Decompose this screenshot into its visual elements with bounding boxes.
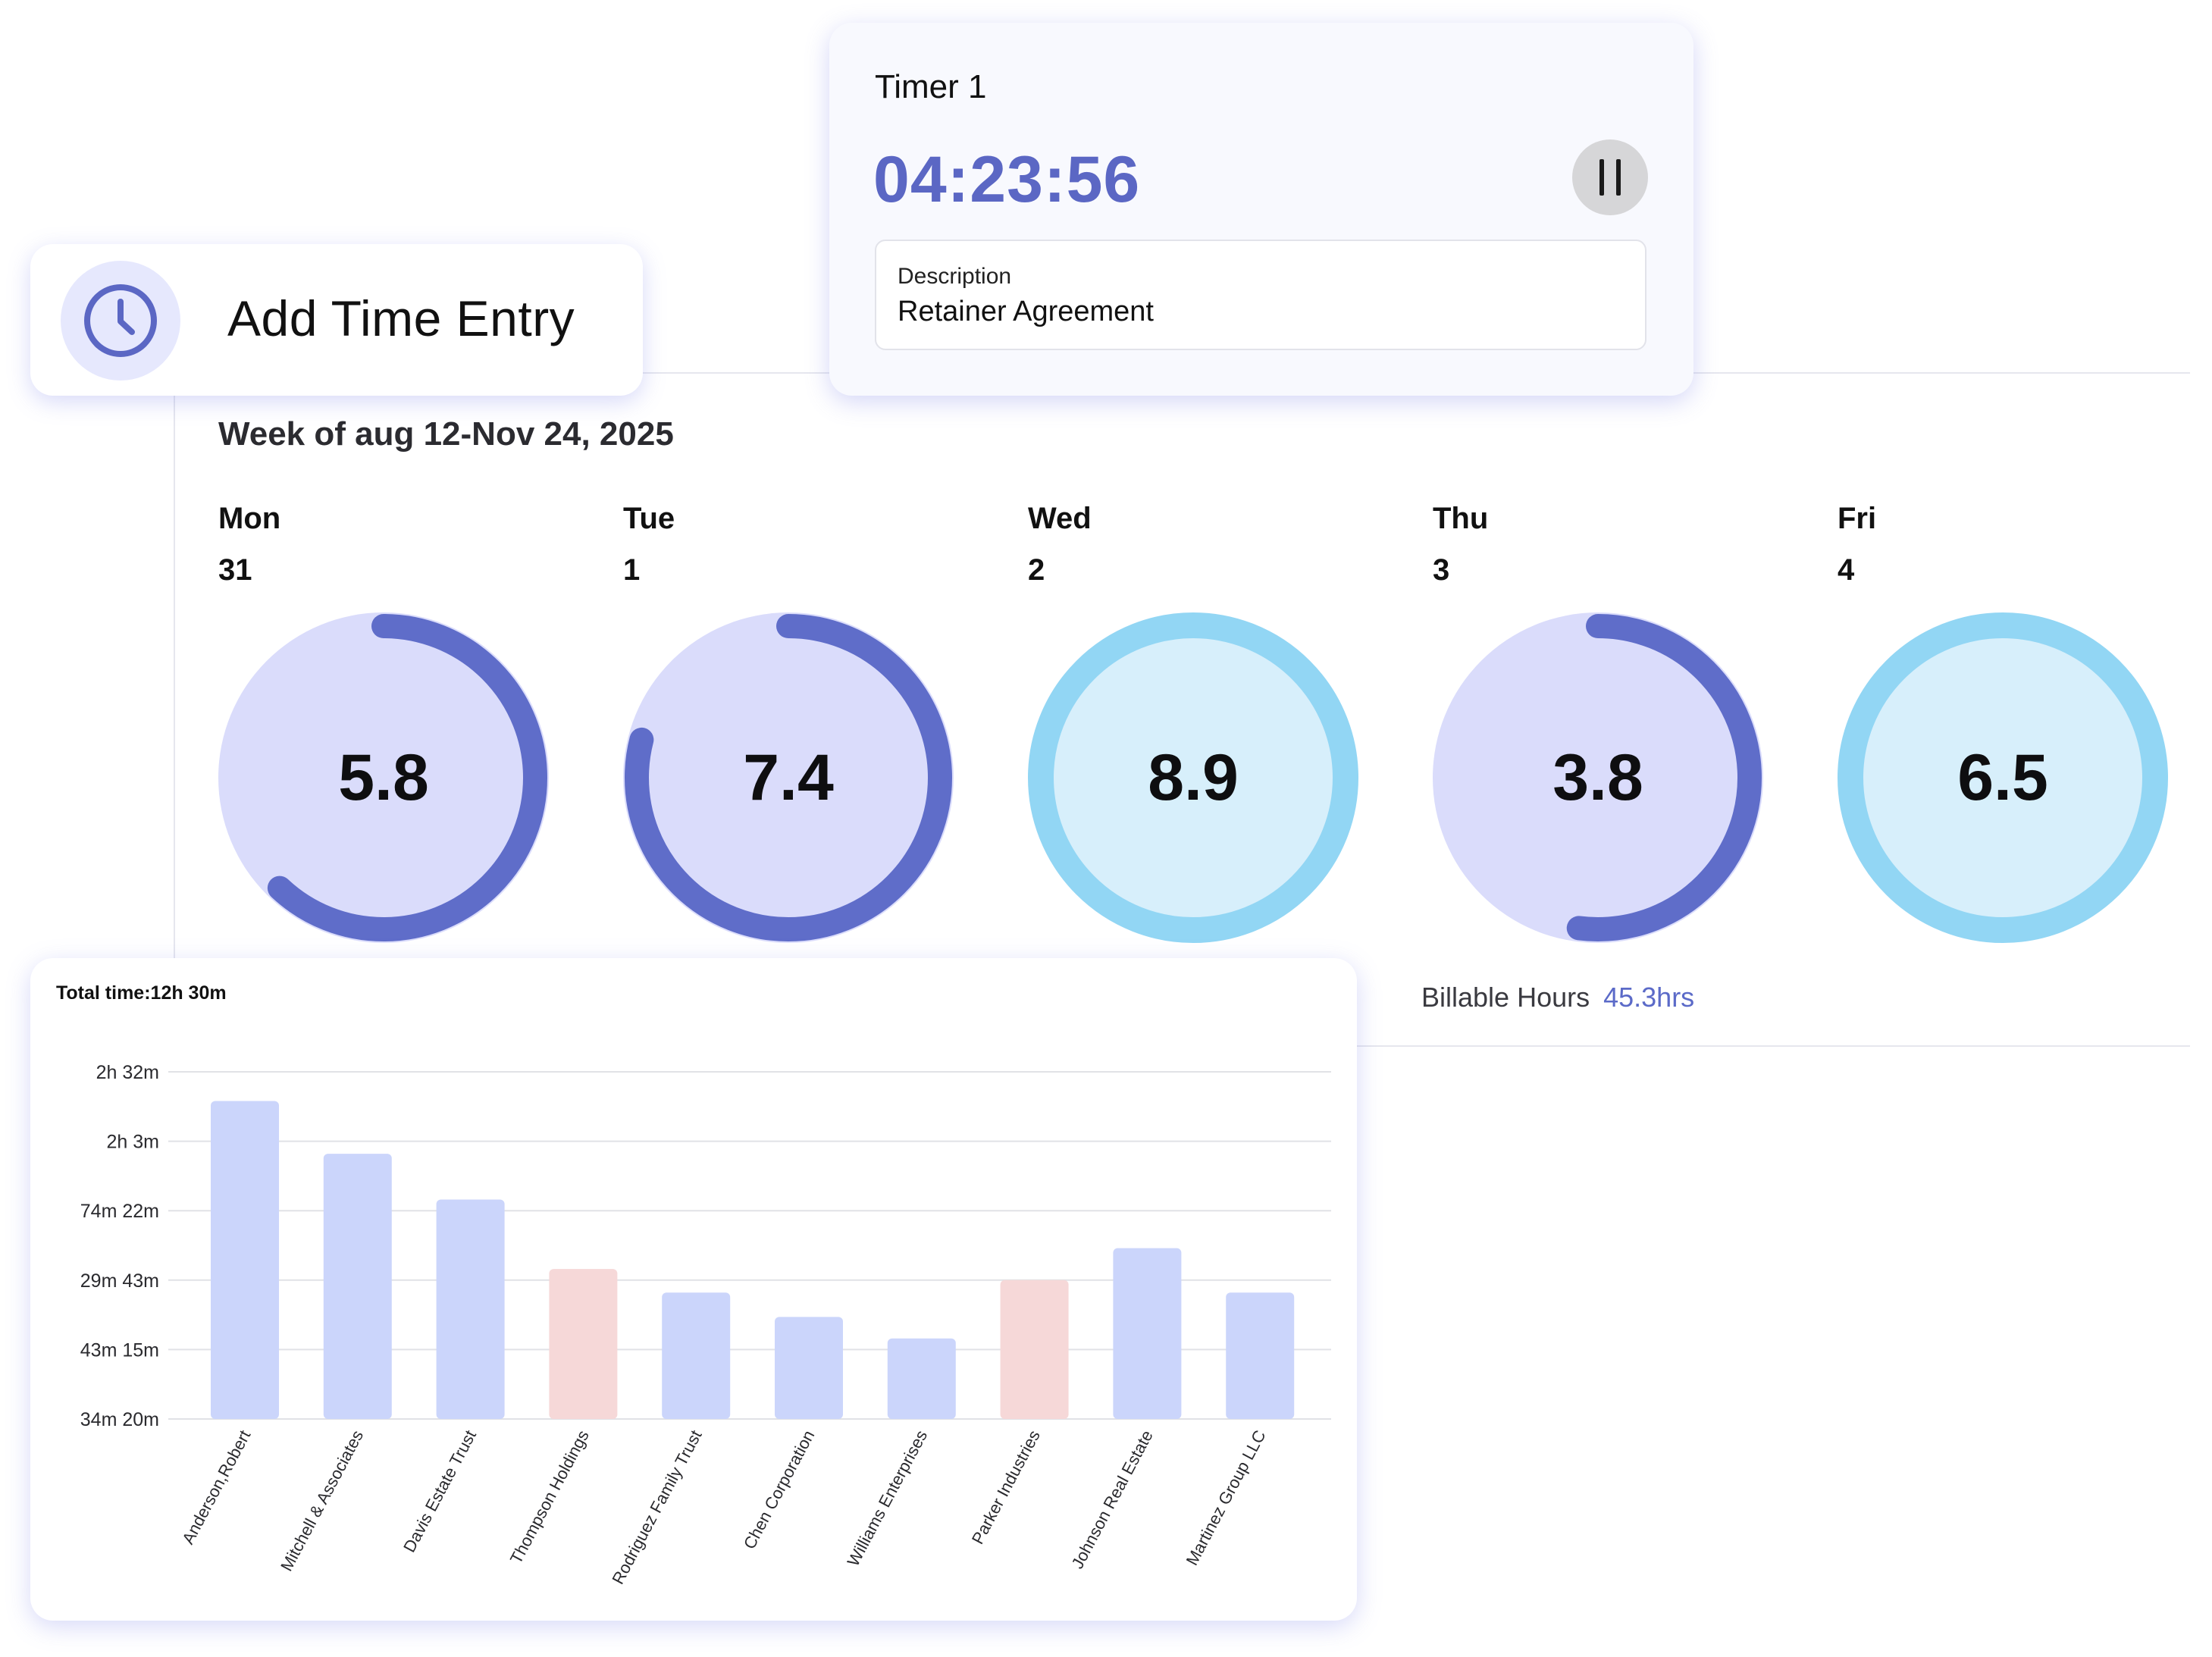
- day-hours-value: 5.8: [338, 741, 429, 814]
- ring-progress-arc: [625, 614, 952, 941]
- bar-8: [1113, 1248, 1182, 1419]
- day-date-tue: 1: [623, 553, 641, 587]
- day-name-thu: Thu: [1433, 502, 1489, 535]
- day-date-thu: 3: [1433, 553, 1450, 587]
- clock-icon: [61, 261, 180, 381]
- billable-hours: Billable Hours 45.3hrs: [1421, 982, 1694, 1013]
- bar-1: [323, 1154, 392, 1419]
- bar-7: [1000, 1280, 1069, 1419]
- day-hours-value: 3.8: [1552, 741, 1643, 814]
- x-tick-label: Mitchell & Associates: [277, 1427, 367, 1574]
- y-tick-label: 29m 43m: [80, 1270, 159, 1292]
- x-tick-label: Williams Enterprises: [844, 1427, 932, 1570]
- x-tick-label: Parker Industries: [968, 1427, 1044, 1548]
- day-ring-thu[interactable]: 3.8: [1433, 612, 1763, 943]
- timer-title: Timer 1: [875, 68, 987, 105]
- x-tick-label: Anderson,Robert: [178, 1427, 254, 1548]
- bar-6: [887, 1338, 956, 1419]
- ring-progress-arc: [1434, 614, 1762, 941]
- pause-icon: [1599, 159, 1604, 196]
- x-tick-label: Rodriguez Family Trust: [608, 1427, 705, 1587]
- ring-background: [1028, 612, 1358, 943]
- ring-background: [218, 612, 549, 943]
- day-name-tue: Tue: [623, 502, 675, 535]
- bar-4: [662, 1292, 731, 1419]
- timer-card: Timer 1 04:23:56 Description Retainer Ag…: [829, 23, 1693, 396]
- client-time-bar-chart: 2h 32m 2h 3m 74m 22m 29m 43m 43m 15m 34m 20m A…: [80, 1062, 1331, 1587]
- day-hours-value: 7.4: [743, 741, 834, 814]
- pause-button[interactable]: [1572, 139, 1648, 215]
- ring-background: [623, 612, 954, 943]
- bar-5: [775, 1317, 843, 1419]
- x-tick-label: Johnson Real Estate: [1067, 1427, 1156, 1572]
- billable-hours-value: 45.3hrs: [1603, 982, 1695, 1013]
- day-name-fri: Fri: [1838, 502, 1877, 535]
- ring-progress-arc: [220, 614, 547, 941]
- day-date-wed: 2: [1028, 553, 1045, 587]
- y-tick-label: 2h 3m: [107, 1132, 159, 1153]
- day-hours-value: 6.5: [1957, 741, 2048, 814]
- day-ring-fri[interactable]: 6.5: [1838, 612, 2168, 943]
- x-tick-label: Davis Estate Trust: [399, 1427, 480, 1555]
- x-tick-label: Martinez Group LLC: [1183, 1427, 1270, 1569]
- description-field[interactable]: Description Retainer Agreement: [875, 240, 1646, 350]
- add-time-entry-button[interactable]: Add Time Entry: [30, 244, 643, 396]
- bar-2: [436, 1199, 505, 1419]
- ring-background: [1433, 612, 1763, 943]
- description-label: Description: [898, 264, 1012, 289]
- day-ring-wed[interactable]: 8.9: [1028, 612, 1358, 943]
- week-title: Week of aug 12-Nov 24, 2025: [218, 415, 674, 453]
- y-tick-label: 43m 15m: [80, 1339, 159, 1361]
- description-value: Retainer Agreement: [898, 296, 1154, 327]
- day-hours-value: 8.9: [1148, 741, 1239, 814]
- ring-background: [1838, 612, 2168, 943]
- x-tick-label: Thompson Holdings: [506, 1427, 593, 1568]
- day-ring-tue[interactable]: 7.4: [623, 612, 954, 943]
- y-tick-label: 2h 32m: [96, 1062, 159, 1083]
- billable-hours-label: Billable Hours: [1421, 982, 1590, 1013]
- pause-icon-bar: [1616, 159, 1621, 196]
- x-tick-label: Chen Corporation: [740, 1427, 819, 1552]
- day-name-wed: Wed: [1028, 502, 1092, 535]
- bar-0: [211, 1101, 279, 1419]
- day-ring-mon[interactable]: 5.8: [218, 612, 549, 943]
- add-time-entry-label: Add Time Entry: [227, 290, 575, 346]
- bar-3: [549, 1269, 618, 1419]
- bar-9: [1226, 1292, 1295, 1419]
- y-tick-label: 34m 20m: [80, 1409, 159, 1430]
- day-date-mon: 31: [218, 553, 252, 587]
- timer-elapsed: 04:23:56: [873, 143, 1141, 216]
- y-tick-label: 74m 22m: [80, 1201, 159, 1222]
- day-date-fri: 4: [1838, 553, 1855, 587]
- chart-title: Total time:12h 30m: [56, 982, 227, 1004]
- client-time-chart-card: Total time:12h 30m 2h 32m 2h 3m 74m 22m 29m…: [30, 958, 1357, 1621]
- day-name-mon: Mon: [218, 502, 281, 535]
